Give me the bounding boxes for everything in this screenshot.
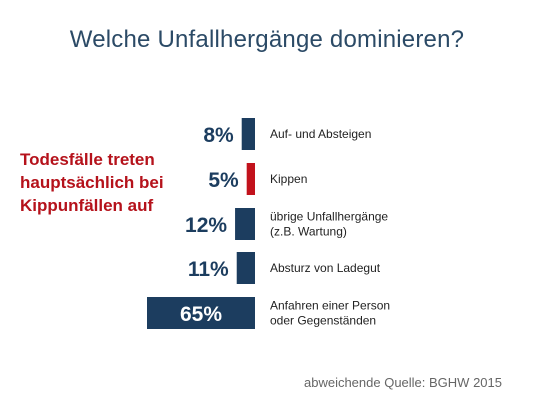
source-note: abweichende Quelle: BGHW 2015 <box>303 375 502 390</box>
bar <box>241 118 255 150</box>
bar <box>236 252 255 284</box>
bar <box>246 163 255 195</box>
category-label: Auf- und Absteigen <box>270 127 371 141</box>
annotation-line: Todesfälle treten <box>20 150 155 169</box>
bar <box>235 208 255 240</box>
category-label: Kippen <box>270 172 307 186</box>
bar <box>147 297 255 329</box>
category-label: (z.B. Wartung) <box>270 225 347 239</box>
data-label: 8% <box>203 124 234 147</box>
category-label: Absturz von Ladegut <box>270 261 381 275</box>
category-label: Anfahren einer Person <box>270 299 390 313</box>
data-label: 12% <box>185 214 227 237</box>
category-label: oder Gegenständen <box>270 314 376 328</box>
chart-title: Welche Unfallhergänge dominieren? <box>69 26 465 53</box>
annotation-line: Kippunfällen auf <box>20 196 154 215</box>
data-label: 5% <box>208 169 239 192</box>
data-label: 65% <box>180 303 222 326</box>
data-label: 11% <box>188 258 229 281</box>
annotation-text: Todesfälle treten hauptsächlich bei Kipp… <box>20 148 195 217</box>
category-label: übrige Unfallhergänge <box>270 210 388 224</box>
annotation-line: hauptsächlich bei <box>20 173 164 192</box>
